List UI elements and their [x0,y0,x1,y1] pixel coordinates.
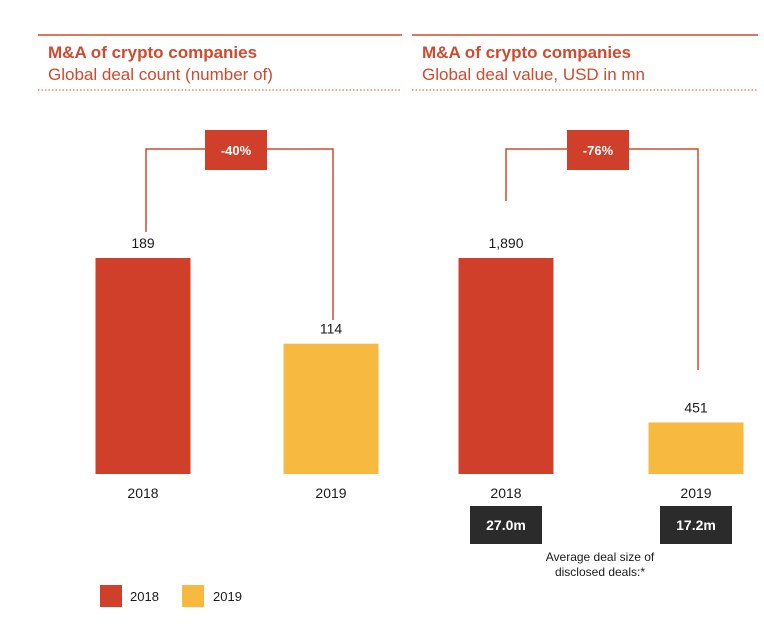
right-change-label: -76% [583,143,614,158]
right-value-label-2019: 451 [684,399,708,415]
left-change-label: -40% [221,143,252,158]
right-category-label-2018: 2018 [490,485,521,501]
left-value-label-2019: 114 [320,321,343,337]
right-chart-title: M&A of crypto companies [422,43,631,62]
left-bar-2019 [283,343,379,474]
legend-swatch-2018 [100,585,122,607]
right-chart-subtitle: Global deal value, USD in mn [422,65,645,84]
left-bar-2018 [95,258,191,474]
legend-label-2019: 2019 [213,589,242,604]
avg-deal-size-2019: 17.2m [676,517,716,533]
avg-deal-size-box-2019 [660,506,732,544]
left-category-label-2019: 2019 [315,485,346,501]
avg-deal-note-line-2: disclosed deals:* [555,565,645,579]
left-chart: -40% 189 114 2018 2019 [95,130,379,501]
left-chart-subtitle: Global deal count (number of) [48,65,273,84]
legend-label-2018: 2018 [130,589,159,604]
right-chart: -76% 1,890 451 2018 2019 27.0m 17.2m Ave… [458,130,744,579]
legend: 2018 2019 [100,585,242,607]
left-value-label-2018: 189 [131,235,155,251]
right-bar-2019 [648,422,744,474]
left-chart-title: M&A of crypto companies [48,43,257,62]
left-change-badge [205,130,267,170]
right-category-label-2019: 2019 [680,485,711,501]
avg-deal-note-line-1: Average deal size of [546,550,655,564]
avg-deal-size-2018: 27.0m [486,517,526,533]
avg-deal-size-box-2018 [470,506,542,544]
left-category-label-2018: 2018 [127,485,158,501]
right-bar-2018 [458,258,554,474]
legend-swatch-2019 [182,585,204,607]
right-change-badge [567,130,629,170]
right-value-label-2018: 1,890 [488,235,523,251]
